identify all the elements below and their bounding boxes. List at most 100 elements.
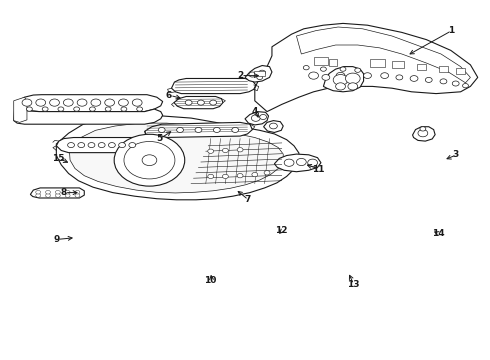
- Text: 4: 4: [251, 107, 258, 116]
- Text: 3: 3: [453, 150, 459, 159]
- Circle shape: [36, 190, 41, 194]
- Circle shape: [463, 84, 468, 88]
- Circle shape: [364, 73, 371, 78]
- Circle shape: [333, 75, 348, 85]
- Circle shape: [63, 99, 73, 106]
- Polygon shape: [274, 154, 321, 172]
- Circle shape: [158, 127, 165, 132]
- Bar: [416, 64, 426, 70]
- Bar: [439, 66, 448, 72]
- Circle shape: [420, 127, 426, 131]
- Circle shape: [137, 107, 143, 111]
- Circle shape: [257, 75, 263, 80]
- Polygon shape: [70, 123, 283, 193]
- Circle shape: [440, 79, 447, 84]
- Circle shape: [259, 70, 266, 75]
- Circle shape: [36, 194, 41, 197]
- Circle shape: [425, 77, 432, 82]
- Circle shape: [208, 149, 214, 153]
- Circle shape: [91, 99, 101, 106]
- Polygon shape: [15, 95, 163, 112]
- Circle shape: [65, 190, 70, 194]
- Circle shape: [336, 72, 345, 79]
- Circle shape: [340, 67, 346, 71]
- Circle shape: [264, 171, 270, 175]
- Circle shape: [105, 99, 115, 106]
- Circle shape: [26, 107, 32, 111]
- Circle shape: [252, 172, 258, 177]
- Circle shape: [119, 143, 125, 148]
- Circle shape: [88, 143, 95, 148]
- Circle shape: [309, 72, 318, 79]
- Bar: [329, 59, 337, 66]
- Bar: [370, 59, 385, 67]
- Circle shape: [75, 194, 80, 197]
- Circle shape: [98, 143, 105, 148]
- Circle shape: [396, 75, 403, 80]
- Circle shape: [108, 143, 115, 148]
- Circle shape: [58, 107, 64, 111]
- Circle shape: [260, 114, 267, 120]
- Circle shape: [75, 190, 80, 194]
- Bar: [314, 57, 328, 65]
- Polygon shape: [323, 67, 364, 92]
- Circle shape: [49, 99, 59, 106]
- Text: 6: 6: [166, 91, 172, 100]
- Text: 9: 9: [53, 235, 60, 244]
- Circle shape: [251, 115, 260, 121]
- Circle shape: [77, 99, 87, 106]
- Circle shape: [452, 81, 459, 86]
- Circle shape: [55, 190, 60, 194]
- Text: 1: 1: [448, 26, 454, 35]
- Circle shape: [345, 73, 360, 84]
- Circle shape: [185, 100, 192, 105]
- Circle shape: [210, 100, 217, 105]
- Circle shape: [78, 143, 85, 148]
- Polygon shape: [14, 108, 163, 124]
- Polygon shape: [172, 78, 256, 94]
- Circle shape: [213, 127, 220, 132]
- Polygon shape: [245, 66, 272, 82]
- Circle shape: [381, 73, 389, 78]
- Circle shape: [348, 83, 358, 90]
- Circle shape: [296, 158, 306, 166]
- Bar: [254, 71, 265, 76]
- Circle shape: [349, 74, 356, 79]
- Circle shape: [303, 66, 309, 70]
- Circle shape: [68, 143, 74, 148]
- Circle shape: [90, 107, 96, 111]
- Circle shape: [46, 194, 50, 197]
- Text: 7: 7: [244, 195, 251, 204]
- Circle shape: [129, 143, 136, 148]
- Polygon shape: [245, 112, 269, 125]
- Circle shape: [410, 76, 418, 81]
- Circle shape: [121, 107, 127, 111]
- Circle shape: [55, 194, 60, 197]
- Bar: [392, 61, 404, 68]
- Circle shape: [232, 127, 239, 132]
- Circle shape: [42, 107, 48, 111]
- Circle shape: [132, 99, 142, 106]
- Text: 12: 12: [275, 226, 288, 235]
- Circle shape: [65, 194, 70, 197]
- Circle shape: [46, 190, 50, 194]
- Circle shape: [105, 107, 111, 111]
- Circle shape: [284, 159, 294, 166]
- Circle shape: [270, 123, 277, 129]
- Polygon shape: [145, 122, 252, 138]
- Circle shape: [336, 83, 345, 90]
- Circle shape: [249, 72, 256, 77]
- Circle shape: [22, 99, 32, 106]
- Circle shape: [195, 127, 202, 132]
- Polygon shape: [413, 127, 435, 141]
- Text: 8: 8: [61, 188, 67, 197]
- Circle shape: [355, 68, 361, 72]
- Circle shape: [74, 107, 79, 111]
- Circle shape: [176, 127, 183, 132]
- Circle shape: [237, 174, 243, 178]
- Circle shape: [197, 100, 204, 105]
- Polygon shape: [56, 116, 299, 200]
- Text: 10: 10: [204, 276, 217, 285]
- Text: 5: 5: [156, 134, 162, 143]
- Circle shape: [114, 134, 185, 186]
